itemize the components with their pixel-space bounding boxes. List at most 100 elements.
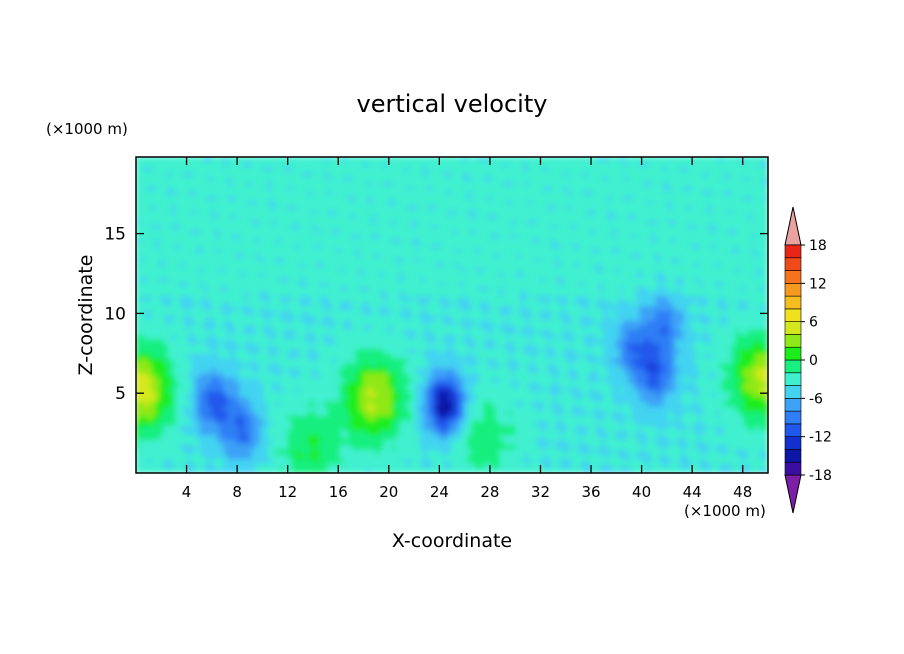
field-cell: [271, 304, 277, 311]
field-cell: [151, 338, 157, 345]
field-cell: [375, 223, 381, 230]
field-cell: [315, 443, 321, 450]
field-cell: [243, 209, 249, 215]
field-cell: [363, 309, 369, 316]
field-cell: [247, 228, 253, 235]
field-cell: [299, 314, 305, 321]
field-cell: [363, 290, 369, 297]
field-cell: [371, 209, 377, 215]
field-cell: [136, 458, 141, 464]
field-cell: [323, 357, 329, 364]
field-cell: [175, 300, 181, 306]
field-cell: [283, 280, 289, 287]
field-cell: [359, 204, 365, 211]
field-cell: [411, 194, 417, 201]
field-cell: [219, 285, 225, 292]
field-cell: [283, 271, 289, 278]
field-cell: [211, 170, 217, 177]
field-cell: [167, 415, 173, 421]
field-cell: [167, 357, 173, 364]
field-cell: [211, 434, 217, 440]
field-cell: [383, 209, 389, 215]
field-cell: [199, 213, 205, 220]
field-cell: [375, 314, 381, 321]
field-cell: [183, 213, 189, 220]
field-cell: [331, 462, 337, 469]
field-cell: [403, 257, 409, 263]
field-cell: [195, 467, 201, 473]
field-cell: [155, 328, 161, 335]
field-cell: [211, 304, 217, 311]
field-cell: [323, 170, 329, 177]
field-cell: [331, 352, 337, 359]
field-cell: [267, 338, 273, 345]
field-cell: [259, 467, 265, 473]
field-cell: [295, 434, 301, 440]
field-cell: [435, 300, 441, 306]
field-cell: [403, 170, 409, 177]
field-cell: [155, 261, 161, 268]
field-cell: [379, 271, 385, 278]
field-cell: [367, 204, 373, 211]
field-cell: [343, 348, 349, 354]
field-cell: [163, 458, 169, 464]
field-cell: [147, 391, 153, 397]
field-cell: [427, 419, 433, 426]
field-cell: [303, 400, 309, 407]
field-cell: [399, 328, 405, 335]
field-cell: [219, 204, 225, 211]
field-cell: [391, 338, 397, 345]
field-cell: [267, 314, 273, 321]
field-cell: [147, 228, 153, 235]
field-cell: [291, 357, 297, 364]
field-cell: [319, 280, 325, 287]
field-cell: [383, 276, 389, 282]
field-cell: [371, 280, 377, 287]
field-cell: [155, 338, 161, 345]
field-cell: [227, 295, 233, 302]
field-cell: [379, 190, 385, 196]
field-cell: [319, 233, 325, 239]
field-cell: [255, 161, 261, 168]
field-cell: [363, 443, 369, 450]
field-cell: [243, 434, 249, 440]
field-cell: [239, 338, 245, 345]
field-cell: [195, 170, 201, 177]
field-cell: [139, 429, 145, 436]
field-cell: [231, 391, 237, 397]
field-cell: [375, 276, 381, 282]
field-cell: [291, 415, 297, 421]
field-cell: [155, 333, 161, 340]
field-cell: [427, 352, 433, 359]
field-cell: [267, 415, 273, 421]
field-cell: [343, 458, 349, 464]
field-cell: [335, 213, 341, 220]
field-cell: [203, 223, 209, 230]
field-cell: [427, 223, 433, 230]
field-cell: [171, 300, 177, 306]
field-cell: [375, 438, 381, 445]
field-cell: [399, 247, 405, 254]
field-cell: [311, 247, 317, 254]
field-cell: [311, 458, 317, 464]
field-cell: [235, 319, 241, 326]
velocity-field: [136, 157, 768, 473]
field-cell: [331, 338, 337, 345]
field-cell: [375, 257, 381, 263]
field-cell: [419, 395, 425, 402]
field-cell: [203, 295, 209, 302]
field-cell: [207, 175, 213, 182]
field-cell: [315, 381, 321, 388]
field-cell: [323, 204, 329, 211]
field-cell: [371, 415, 377, 421]
field-cell: [331, 443, 337, 450]
field-cell: [367, 443, 373, 450]
field-cell: [395, 395, 401, 402]
field-cell: [323, 213, 329, 220]
field-cell: [215, 424, 221, 431]
field-cell: [267, 391, 273, 397]
field-cell: [391, 357, 397, 364]
field-cell: [359, 395, 365, 402]
field-cell: [219, 190, 225, 196]
field-cell: [415, 319, 421, 326]
